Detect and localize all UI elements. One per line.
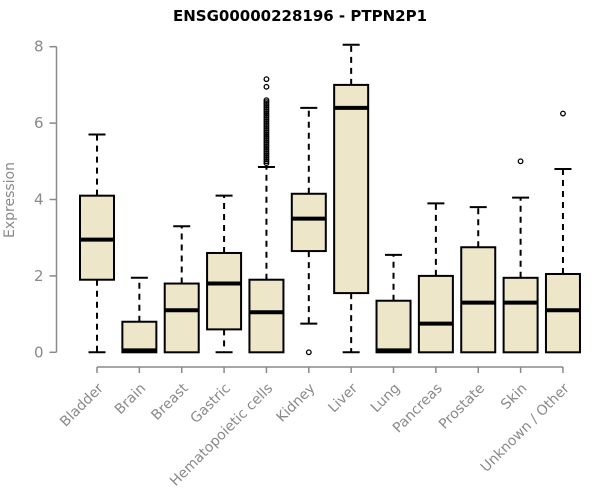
box-breast xyxy=(163,282,200,354)
y-tick-label: 4 xyxy=(34,191,44,209)
outlier-hematopoietic-cells xyxy=(263,156,270,163)
outlier-hematopoietic-cells xyxy=(263,141,270,148)
x-tick-label: Prostate xyxy=(436,381,488,433)
outlier-hematopoietic-cells xyxy=(263,146,270,153)
outlier-hematopoietic-cells xyxy=(263,76,270,83)
outlier-hematopoietic-cells xyxy=(263,120,270,127)
outlier-hematopoietic-cells xyxy=(263,160,270,167)
x-tick-label: Kidney xyxy=(274,381,319,426)
outlier-hematopoietic-cells xyxy=(263,143,270,149)
outlier-unknown-other xyxy=(560,110,566,117)
outlier-hematopoietic-cells xyxy=(263,97,270,104)
outlier-hematopoietic-cells xyxy=(263,83,270,90)
outlier-hematopoietic-cells xyxy=(263,110,270,117)
outlier-hematopoietic-cells xyxy=(263,118,270,125)
outlier-hematopoietic-cells xyxy=(263,158,270,165)
outlier-hematopoietic-cells xyxy=(263,144,270,151)
x-tick-label: Bladder xyxy=(57,380,107,430)
x-tick-label: Liver xyxy=(325,380,361,416)
outlier-hematopoietic-cells xyxy=(263,108,270,115)
y-tick-label: 0 xyxy=(34,343,44,361)
outlier-hematopoietic-cells xyxy=(263,133,270,140)
x-tick-label: Skin xyxy=(498,381,530,413)
outlier-hematopoietic-cells xyxy=(263,137,270,144)
outlier-hematopoietic-cells xyxy=(263,152,270,159)
box-skin xyxy=(502,276,539,354)
y-tick-label: 6 xyxy=(34,114,44,132)
outlier-hematopoietic-cells xyxy=(263,112,270,119)
outlier-hematopoietic-cells xyxy=(263,127,270,134)
outlier-hematopoietic-cells xyxy=(263,114,270,121)
outlier-hematopoietic-cells xyxy=(263,106,270,113)
box-hematopoietic-cells xyxy=(248,278,285,354)
outlier-hematopoietic-cells xyxy=(263,122,270,128)
outlier-hematopoietic-cells xyxy=(263,135,270,142)
box-pancreas xyxy=(417,274,454,354)
box-prostate xyxy=(460,246,497,354)
outlier-skin xyxy=(517,158,524,165)
outlier-hematopoietic-cells xyxy=(263,123,270,130)
box-liver xyxy=(333,83,370,295)
box-unknown-other xyxy=(544,272,581,354)
box-lung xyxy=(375,299,412,354)
outlier-hematopoietic-cells xyxy=(263,102,270,109)
outlier-hematopoietic-cells xyxy=(263,139,270,146)
chart-title: ENSG00000228196 - PTPN2P1 xyxy=(173,7,427,25)
y-axis-label: Expression xyxy=(2,162,18,238)
outlier-hematopoietic-cells xyxy=(263,129,270,136)
box-gastric xyxy=(206,251,243,331)
x-tick-label: Lung xyxy=(368,381,403,416)
y-tick-label: 2 xyxy=(34,267,44,285)
outlier-hematopoietic-cells xyxy=(263,154,270,161)
outlier-hematopoietic-cells xyxy=(263,125,270,132)
box-brain xyxy=(121,320,158,354)
outlier-hematopoietic-cells xyxy=(263,116,270,123)
outlier-hematopoietic-cells xyxy=(263,150,270,157)
outlier-hematopoietic-cells xyxy=(263,99,270,106)
outlier-hematopoietic-cells xyxy=(263,101,270,107)
y-tick-label: 8 xyxy=(34,38,44,56)
outlier-hematopoietic-cells xyxy=(263,104,270,111)
box-kidney xyxy=(290,192,327,253)
outlier-hematopoietic-cells xyxy=(263,131,270,138)
x-tick-label: Breast xyxy=(148,380,192,424)
outlier-hematopoietic-cells xyxy=(263,148,270,155)
outlier-kidney xyxy=(305,349,312,356)
x-tick-label: Brain xyxy=(112,381,149,418)
